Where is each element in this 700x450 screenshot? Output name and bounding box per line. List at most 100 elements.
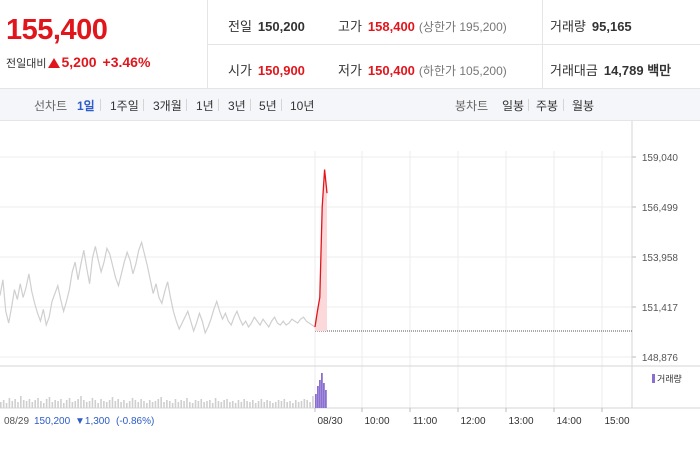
stat-prev: 전일 150,200	[228, 16, 305, 35]
change-percent: +3.46%	[102, 54, 151, 70]
tab-10year[interactable]: 10년	[290, 99, 315, 113]
volume-bar-prev	[266, 400, 268, 408]
tab-1day[interactable]: 1일	[77, 99, 95, 113]
y-tick-label: 151,417	[642, 303, 679, 314]
volume-bar-prev	[209, 400, 211, 408]
stat-low-label: 저가	[338, 63, 362, 78]
volume-bar-prev	[286, 402, 288, 408]
volume-bar-prev	[126, 403, 128, 408]
volume-bar-prev	[0, 402, 2, 408]
volume-bar-today	[319, 380, 321, 408]
stat-open-label: 시가	[228, 63, 252, 78]
volume-bar-prev	[31, 402, 34, 408]
chart-background	[0, 121, 700, 450]
x-tick-label: 12:00	[460, 416, 485, 427]
volume-bar-prev	[257, 401, 260, 408]
prev-day-close: 150,200	[34, 416, 71, 427]
volume-bar-prev	[97, 403, 99, 408]
volume-bar-prev	[283, 399, 286, 408]
stat-upper-limit: (상한가 195,200)	[418, 20, 507, 34]
volume-legend: 거래량	[652, 373, 682, 384]
x-axis: 08/30 10:00 11:00 12:00 13:00 14:00 15:00	[314, 408, 630, 427]
volume-bar-prev	[272, 403, 274, 408]
prev-day-change: ▼1,300	[75, 416, 110, 427]
y-tick-label: 148,876	[642, 353, 679, 364]
volume-bar-prev	[25, 401, 28, 408]
volume-bar-prev	[203, 402, 205, 408]
stat-prev-value: 150,200	[257, 19, 305, 34]
tab-1week[interactable]: 1주일	[110, 99, 139, 113]
volume-bar-prev	[137, 402, 140, 408]
y-tick-label: 153,958	[642, 253, 679, 264]
volume-bar-prev	[60, 399, 62, 408]
volume-bar-prev	[214, 398, 217, 408]
volume-bar-prev	[197, 401, 200, 408]
volume-bar-prev	[151, 402, 154, 408]
volume-bar-prev	[20, 396, 22, 408]
volume-bar-prev	[260, 399, 263, 408]
chart-period-tabs: 선차트 1일 1주일 3개월 1년 3년 5년 10년 봉차트 일봉 주봉 월봉	[0, 89, 700, 121]
x-tick-label: 15:00	[604, 416, 629, 427]
volume-bar-prev	[180, 400, 183, 408]
volume-bar-prev	[163, 402, 165, 408]
stat-volume-label: 거래량	[550, 19, 586, 34]
volume-bar-prev	[131, 398, 134, 408]
volume-bar-prev	[243, 399, 246, 408]
volume-bar-prev	[63, 403, 65, 408]
volume-bar-prev	[51, 402, 54, 408]
x-tick-label: 13:00	[508, 416, 533, 427]
tab-3year[interactable]: 3년	[228, 99, 246, 113]
volume-bar-prev	[191, 403, 194, 408]
volume-bar-prev	[229, 402, 231, 408]
tab-monthly-candle[interactable]: 월봉	[572, 99, 595, 113]
prev-day-summary: 08/29 150,200 ▼1,300 (-0.86%)	[4, 416, 154, 427]
volume-bar-prev	[28, 399, 31, 408]
price-chart: 159,040 156,499 153,958 151,417 148,876 08/3…	[0, 121, 700, 450]
volume-bar-prev	[292, 403, 294, 408]
volume-bar-prev	[274, 402, 277, 408]
volume-bar-prev	[128, 401, 131, 408]
volume-bar-prev	[22, 400, 25, 408]
tab-1year[interactable]: 1년	[196, 99, 214, 113]
stat-high-value: 158,400	[367, 19, 415, 34]
volume-bar-prev	[114, 401, 117, 408]
volume-bar-prev	[100, 399, 102, 408]
volume-bar-prev	[171, 403, 174, 408]
tab-3month[interactable]: 3개월	[153, 99, 182, 113]
volume-bar-prev	[211, 403, 214, 408]
stat-lower-limit: (하한가 105,200)	[418, 64, 507, 78]
volume-bar-prev	[14, 399, 16, 408]
volume-bar-today	[325, 390, 327, 408]
volume-bar-prev	[105, 402, 108, 408]
x-tick-label: 10:00	[364, 416, 389, 427]
volume-bar-prev	[269, 401, 271, 408]
volume-bar-prev	[312, 396, 314, 408]
volume-bar-prev	[68, 398, 71, 408]
volume-bar-prev	[254, 403, 257, 408]
volume-bar-prev	[117, 399, 120, 408]
volume-bar-prev	[294, 400, 297, 408]
volume-bar-prev	[120, 402, 122, 408]
volume-bar-prev	[223, 400, 225, 408]
volume-bar-prev	[5, 403, 8, 408]
volume-bar-prev	[74, 401, 77, 408]
volume-bar-prev	[83, 400, 85, 408]
volume-bar-prev	[94, 400, 97, 408]
volume-bar-today	[321, 373, 323, 408]
stats-table: 전일 150,200 고가 158,400 (상한가 195,200) 거래량 95,1…	[208, 0, 700, 89]
volume-bar-prev	[246, 401, 248, 408]
tab-5year[interactable]: 5년	[259, 99, 277, 113]
stat-amount: 거래대금 14,789 백만	[550, 60, 671, 79]
up-triangle-icon	[48, 58, 61, 68]
stat-low-value: 150,400	[367, 63, 415, 78]
volume-bar-prev	[189, 402, 191, 408]
tab-weekly-candle[interactable]: 주봉	[536, 99, 559, 113]
volume-bar-prev	[48, 397, 51, 408]
volume-bar-prev	[40, 401, 42, 408]
volume-bar-today	[317, 386, 319, 408]
x-tick-label: 08/30	[317, 416, 342, 427]
tab-daily-candle[interactable]: 일봉	[502, 99, 525, 113]
volume-bar-prev	[111, 397, 114, 408]
volume-bar-prev	[183, 401, 185, 408]
change-label: 전일대비	[6, 58, 47, 70]
